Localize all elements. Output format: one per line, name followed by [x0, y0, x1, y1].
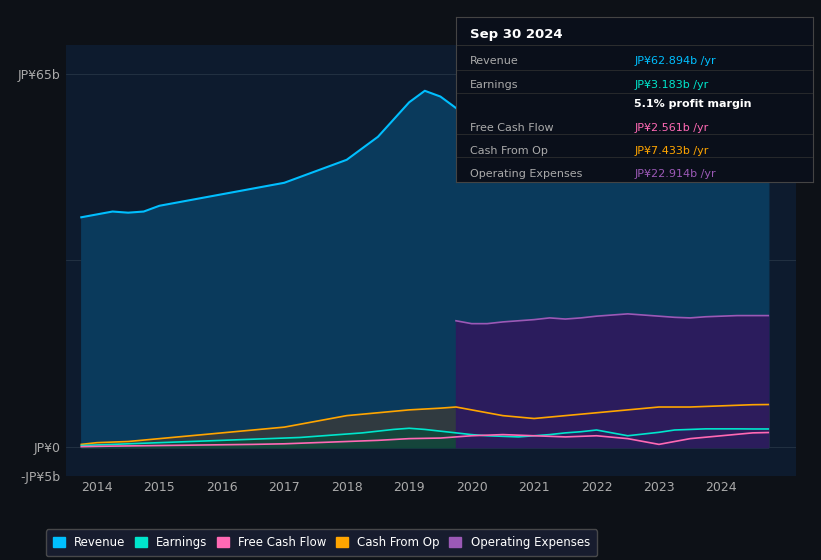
Text: JP¥7.433b /yr: JP¥7.433b /yr [635, 146, 709, 156]
Text: JP¥62.894b /yr: JP¥62.894b /yr [635, 57, 716, 67]
Text: Revenue: Revenue [470, 57, 519, 67]
Text: JP¥2.561b /yr: JP¥2.561b /yr [635, 123, 709, 133]
Text: Operating Expenses: Operating Expenses [470, 169, 582, 179]
Text: Sep 30 2024: Sep 30 2024 [470, 29, 562, 41]
Text: 5.1% profit margin: 5.1% profit margin [635, 100, 752, 109]
Text: JP¥22.914b /yr: JP¥22.914b /yr [635, 169, 716, 179]
Legend: Revenue, Earnings, Free Cash Flow, Cash From Op, Operating Expenses: Revenue, Earnings, Free Cash Flow, Cash … [46, 529, 597, 556]
Text: Cash From Op: Cash From Op [470, 146, 548, 156]
Text: Earnings: Earnings [470, 80, 518, 90]
Text: JP¥3.183b /yr: JP¥3.183b /yr [635, 80, 709, 90]
Text: Free Cash Flow: Free Cash Flow [470, 123, 553, 133]
